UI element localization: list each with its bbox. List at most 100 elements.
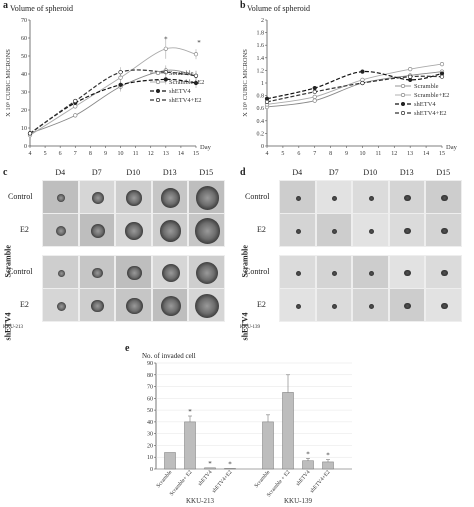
spheroid	[404, 302, 412, 310]
y-tick-label: 10	[21, 126, 27, 132]
y-axis-label: X 10⁵ CUBIC MICRONS	[242, 49, 249, 117]
group-label-scramble: Scramble	[240, 245, 250, 278]
y-tick-label: 10	[147, 455, 153, 461]
y-tick-label: 1	[261, 81, 264, 87]
legend-marker	[156, 98, 161, 103]
category-label: Scramble	[156, 469, 174, 489]
spheroid-image	[352, 180, 389, 214]
panel-d: d D4 D7 D10 D13 D15 Control E2 Control E2 Scrambl…	[237, 165, 474, 341]
y-tick-label: 0.8	[257, 94, 265, 100]
panel-c-label: c	[3, 167, 8, 178]
y-tick-label: 30	[21, 90, 27, 96]
spheroid	[196, 261, 219, 285]
spheroid-image	[388, 180, 425, 214]
spheroid	[160, 220, 182, 242]
legend-marker	[401, 93, 406, 98]
data-point	[408, 67, 413, 72]
spheroid	[295, 303, 301, 309]
spheroid	[125, 222, 144, 240]
spheroid	[91, 299, 105, 313]
spheroid-image	[352, 288, 389, 322]
x-tick-label: 6	[297, 151, 300, 157]
bar	[164, 452, 176, 470]
x-tick-label: 12	[391, 151, 397, 157]
spheroid-image	[388, 255, 425, 289]
category-label: shETV4+E2	[309, 469, 331, 494]
x-tick-label: 11	[375, 151, 381, 157]
y-tick-label: 60	[21, 36, 27, 42]
panel-a-title: Volume of spheroid	[10, 4, 73, 13]
significance-star: *	[197, 39, 201, 47]
data-point	[360, 69, 365, 74]
x-tick-label: 15	[439, 151, 445, 157]
spheroid-image	[425, 255, 462, 289]
spheroid	[368, 270, 374, 276]
spheroid	[404, 269, 412, 277]
spheroid-image	[78, 213, 115, 247]
spheroid	[332, 228, 338, 234]
legend-marker	[156, 70, 161, 75]
panel-b-title: Volume of spheroid	[247, 4, 310, 13]
data-point	[439, 61, 445, 67]
x-tick-label: 8	[329, 151, 332, 157]
legend-entry: Scramble	[414, 83, 439, 90]
x-tick-label: 14	[423, 151, 429, 157]
bar	[322, 461, 334, 470]
significance-star: *	[164, 36, 168, 44]
y-tick-label: 20	[147, 443, 153, 449]
panel-b: b Volume of spheroid 0 0.2 0.4 0.6 0.8 1 1.2 1.…	[237, 0, 474, 165]
data-point	[408, 74, 413, 79]
legend-entry: shETV4+E2	[414, 110, 447, 117]
spheroid	[368, 303, 374, 309]
x-tick-label: 10	[359, 151, 365, 157]
column-label-d4: D4	[292, 168, 303, 177]
row-label-e2: E2	[257, 300, 266, 309]
spheroid-image	[42, 180, 79, 214]
bar	[262, 421, 274, 470]
category-label: shETV4	[295, 469, 312, 487]
spheroid-image	[151, 180, 188, 214]
spheroid-image	[388, 213, 425, 247]
y-tick-label: 0.4	[257, 119, 265, 125]
column-label-d15: D15	[199, 168, 214, 177]
bar	[302, 460, 314, 470]
spheroid	[332, 303, 338, 309]
spheroid	[332, 195, 338, 201]
spheroid	[194, 218, 220, 244]
legend-entry: shETV4	[169, 88, 191, 95]
spheroid	[195, 186, 219, 210]
y-tick-label: 0	[261, 144, 264, 150]
spheroid	[295, 270, 301, 276]
y-tick-label: 2	[261, 18, 264, 24]
spheroid-image	[78, 288, 115, 322]
y-tick-label: 90	[147, 361, 153, 367]
spheroid-image	[279, 255, 316, 289]
data-point	[193, 73, 199, 78]
x-tick-label: 10	[118, 151, 124, 157]
y-tick-label: 40	[147, 420, 153, 426]
spheroid	[332, 270, 338, 276]
x-tick-label: 5	[281, 151, 284, 157]
significance-star: *	[208, 460, 212, 468]
x-tick-label: 9	[345, 151, 348, 157]
spheroid-image	[115, 288, 152, 322]
x-tick-label: 7	[313, 151, 316, 157]
y-tick-label: 20	[21, 108, 27, 114]
data-point	[163, 77, 168, 82]
micrograph-grid-c: D4 D7 D10 D13 D15 Control E2 Control E2 Scramble s…	[0, 165, 237, 341]
category-label: shETV4+E2	[211, 469, 233, 494]
chart-b: 0 0.2 0.4 0.6 0.8 1 1.2 1.4 1.6 1.8 2 4 5 6 7 8 9 10 11 12 1…	[242, 18, 458, 157]
data-point	[312, 98, 317, 103]
spheroid-image	[352, 213, 389, 247]
column-label-d4: D4	[55, 168, 66, 177]
spheroid-image	[78, 180, 115, 214]
x-tick-label: 6	[59, 151, 62, 157]
data-point	[118, 82, 123, 87]
spheroid	[90, 224, 105, 238]
cell-line-label: KKU-213	[3, 325, 23, 330]
x-tick-label: 8	[89, 151, 92, 157]
spheroid-image	[188, 255, 225, 289]
legend-entry: Scramble	[169, 70, 194, 77]
spheroid-image	[425, 180, 462, 214]
